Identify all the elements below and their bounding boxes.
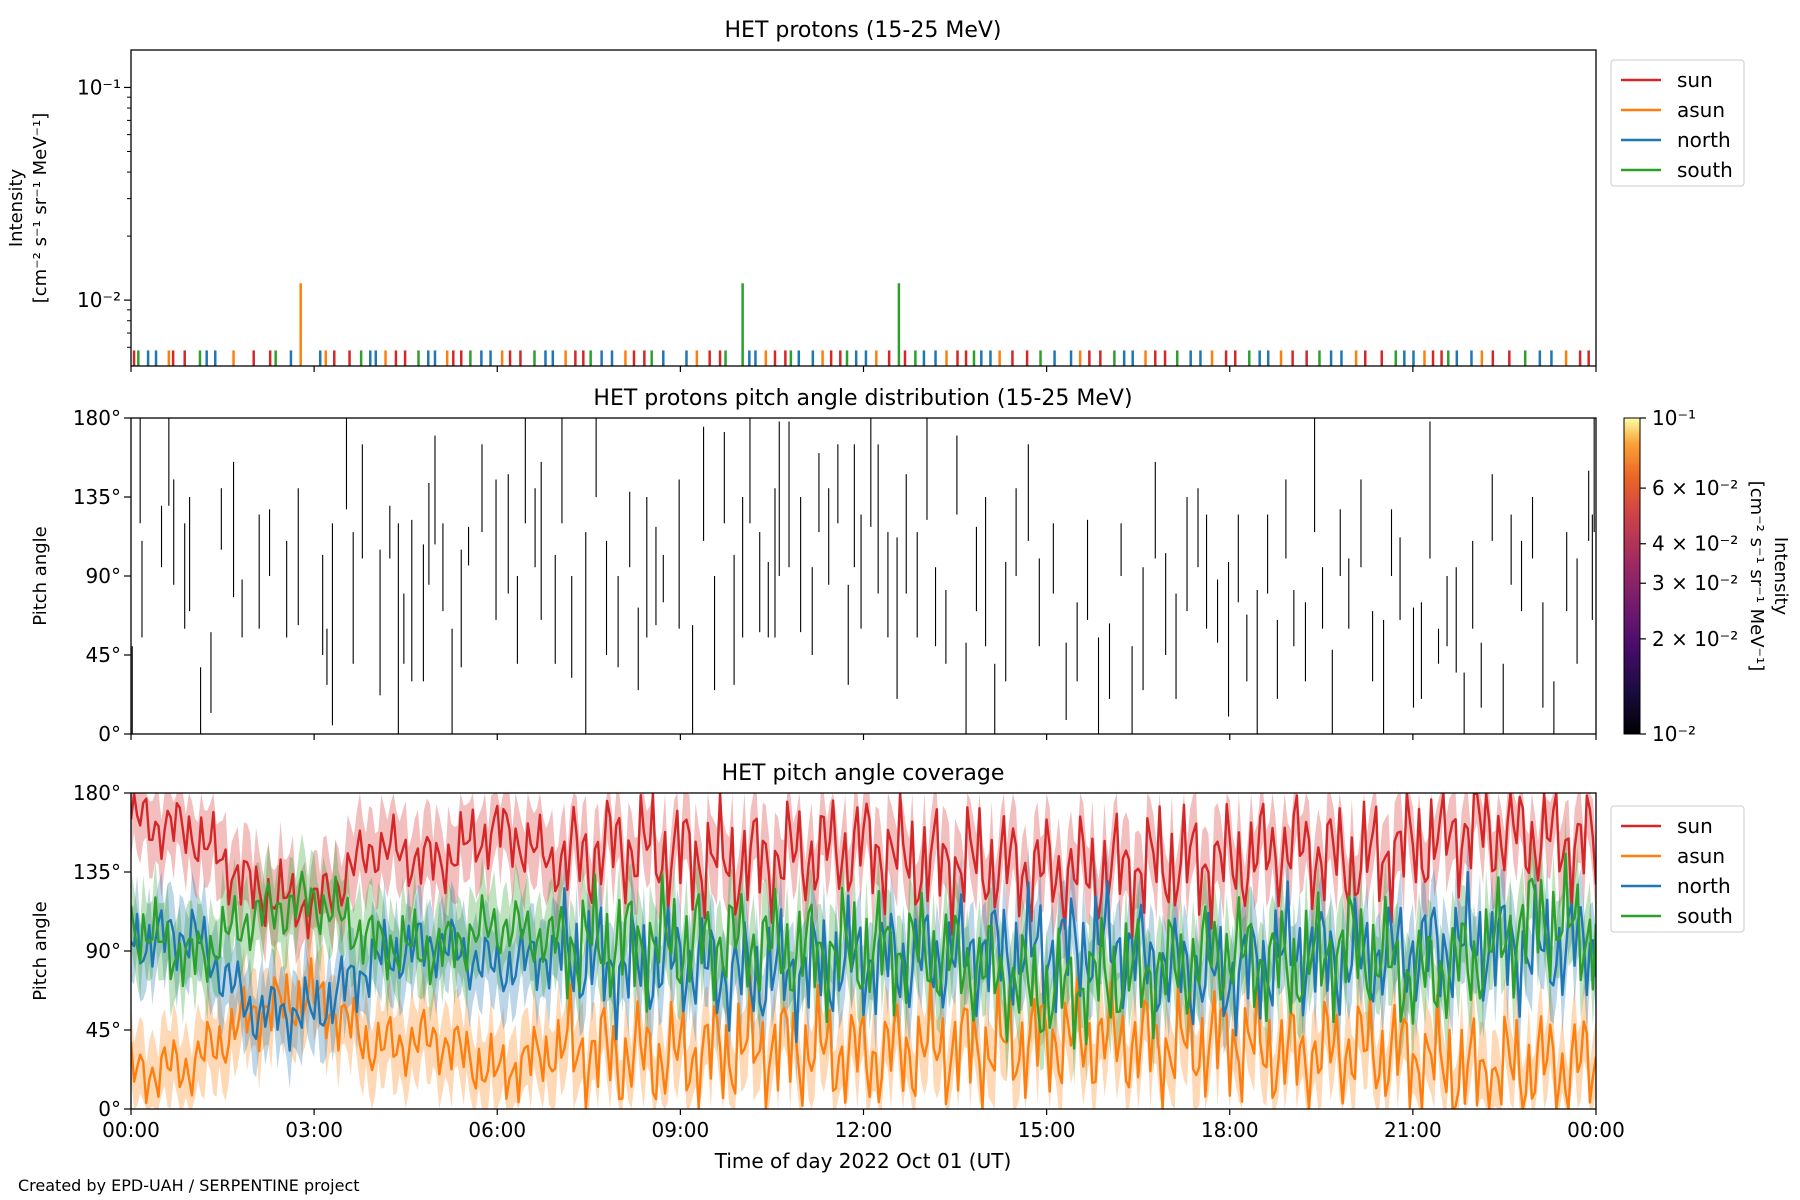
- x-tick-label: 12:00: [835, 1118, 893, 1142]
- y-tick-label: 10⁻¹: [77, 75, 121, 99]
- legend-entry-south: south: [1677, 158, 1733, 182]
- x-tick-label: 15:00: [1018, 1118, 1076, 1142]
- y-tick-label: 45°: [86, 1018, 121, 1042]
- panel-pitch-angle-coverage: HET pitch angle coverage 0° 45° 90° 135° 180…: [30, 761, 1745, 1173]
- panel-2-ylabel: Pitch angle: [30, 526, 51, 625]
- panel-3-y-axis: 0° 45° 90° 135° 180°: [73, 781, 131, 1121]
- colorbar-tick-label: 6 × 10⁻²: [1652, 476, 1738, 500]
- panel-3-plot-area: [131, 793, 1596, 1109]
- colorbar-label-line-1: Intensity: [1770, 537, 1791, 616]
- panel-2-title: HET protons pitch angle distribution (15…: [593, 386, 1132, 411]
- coverage-band-south: [131, 815, 1596, 1087]
- y-tick-label: 90°: [86, 564, 121, 588]
- legend-entry-north: north: [1677, 128, 1731, 152]
- panel-2-frame: [130, 417, 1597, 735]
- legend-entry-asun: asun: [1677, 844, 1725, 868]
- y-tick-label: 180°: [73, 406, 121, 430]
- y-tick-label: 135°: [73, 860, 121, 884]
- y-tick-label: 10⁻²: [77, 288, 121, 312]
- x-tick-label: 18:00: [1201, 1118, 1259, 1142]
- panel-3-title: HET pitch angle coverage: [722, 761, 1005, 786]
- x-axis-label: Time of day 2022 Oct 01 (UT): [714, 1149, 1012, 1173]
- panel-1-y-axis: 10⁻² 10⁻¹: [77, 75, 131, 348]
- x-tick-label: 21:00: [1384, 1118, 1442, 1142]
- y-tick-label: 135°: [73, 485, 121, 509]
- colorbar-tick-label: 10⁻¹: [1652, 406, 1696, 430]
- coverage-line-sun: [131, 793, 1596, 940]
- colorbar-label-line-2: [cm⁻² s⁻¹ sr⁻¹ MeV⁻¹]: [1746, 481, 1767, 672]
- coverage-line-south: [131, 852, 1596, 1050]
- legend-entry-asun: asun: [1677, 98, 1725, 122]
- y-tick-label: 0°: [98, 1097, 121, 1121]
- colorbar-tick-label: 10⁻²: [1652, 722, 1696, 746]
- panel-2-y-axis: 0° 45° 90° 135° 180°: [73, 406, 131, 746]
- legend-entry-sun: sun: [1677, 814, 1713, 838]
- colorbar-tick-label: 2 × 10⁻²: [1652, 627, 1738, 651]
- panel-1-frame: [130, 49, 1597, 367]
- colorbar: [1623, 417, 1641, 735]
- colorbar-tick-label: 4 × 10⁻²: [1652, 532, 1738, 556]
- panel-3-legend: sun asun north south: [1610, 805, 1745, 933]
- x-tick-label: 06:00: [468, 1118, 526, 1142]
- panel-1-ylabel-line-2: [cm⁻² s⁻¹ sr⁻¹ MeV⁻¹]: [30, 113, 51, 304]
- legend-entry-north: north: [1677, 874, 1731, 898]
- panel-intensity: HET protons (15-25 MeV) 10⁻² 10⁻¹ Intensi…: [6, 18, 1745, 372]
- panel-1-x-axis: [130, 366, 1597, 372]
- legend-entry-south: south: [1677, 904, 1733, 928]
- panel-2-x-axis: [130, 734, 1597, 740]
- panel-3-x-axis: 00:00 03:00 06:00 09:00 12:00 15:00 18:00 21:00…: [102, 1109, 1625, 1142]
- legend-box: [1610, 805, 1745, 933]
- y-tick-label: 180°: [73, 781, 121, 805]
- credit-text: Created by EPD-UAH / SERPENTINE project: [18, 1176, 360, 1195]
- y-tick-label: 45°: [86, 643, 121, 667]
- panel-pitch-angle-distribution: HET protons pitch angle distribution (15…: [30, 386, 1791, 746]
- colorbar-tick-label: 3 × 10⁻²: [1652, 571, 1738, 595]
- x-tick-label: 00:00: [102, 1118, 160, 1142]
- panel-1-plot-area: [132, 283, 1590, 366]
- panel-2-plot-area: [131, 418, 1595, 734]
- colorbar-ticks: 10⁻² 2 × 10⁻² 3 × 10⁻² 4 × 10⁻² 6 × 10⁻² 10⁻¹: [1640, 406, 1738, 746]
- legend-entry-sun: sun: [1677, 68, 1713, 92]
- panel-3-ylabel: Pitch angle: [30, 901, 51, 1000]
- x-tick-label: 03:00: [285, 1118, 343, 1142]
- legend-box: [1610, 59, 1745, 187]
- y-tick-label: 0°: [98, 722, 121, 746]
- x-tick-label: 09:00: [652, 1118, 710, 1142]
- panel-1-title: HET protons (15-25 MeV): [725, 18, 1002, 43]
- panel-1-legend: sun asun north south: [1610, 59, 1745, 187]
- y-tick-label: 90°: [86, 939, 121, 963]
- coverage-band-north: [131, 833, 1596, 1090]
- x-tick-label: 00:00: [1567, 1118, 1625, 1142]
- panel-1-ylabel-line-1: Intensity: [6, 168, 27, 247]
